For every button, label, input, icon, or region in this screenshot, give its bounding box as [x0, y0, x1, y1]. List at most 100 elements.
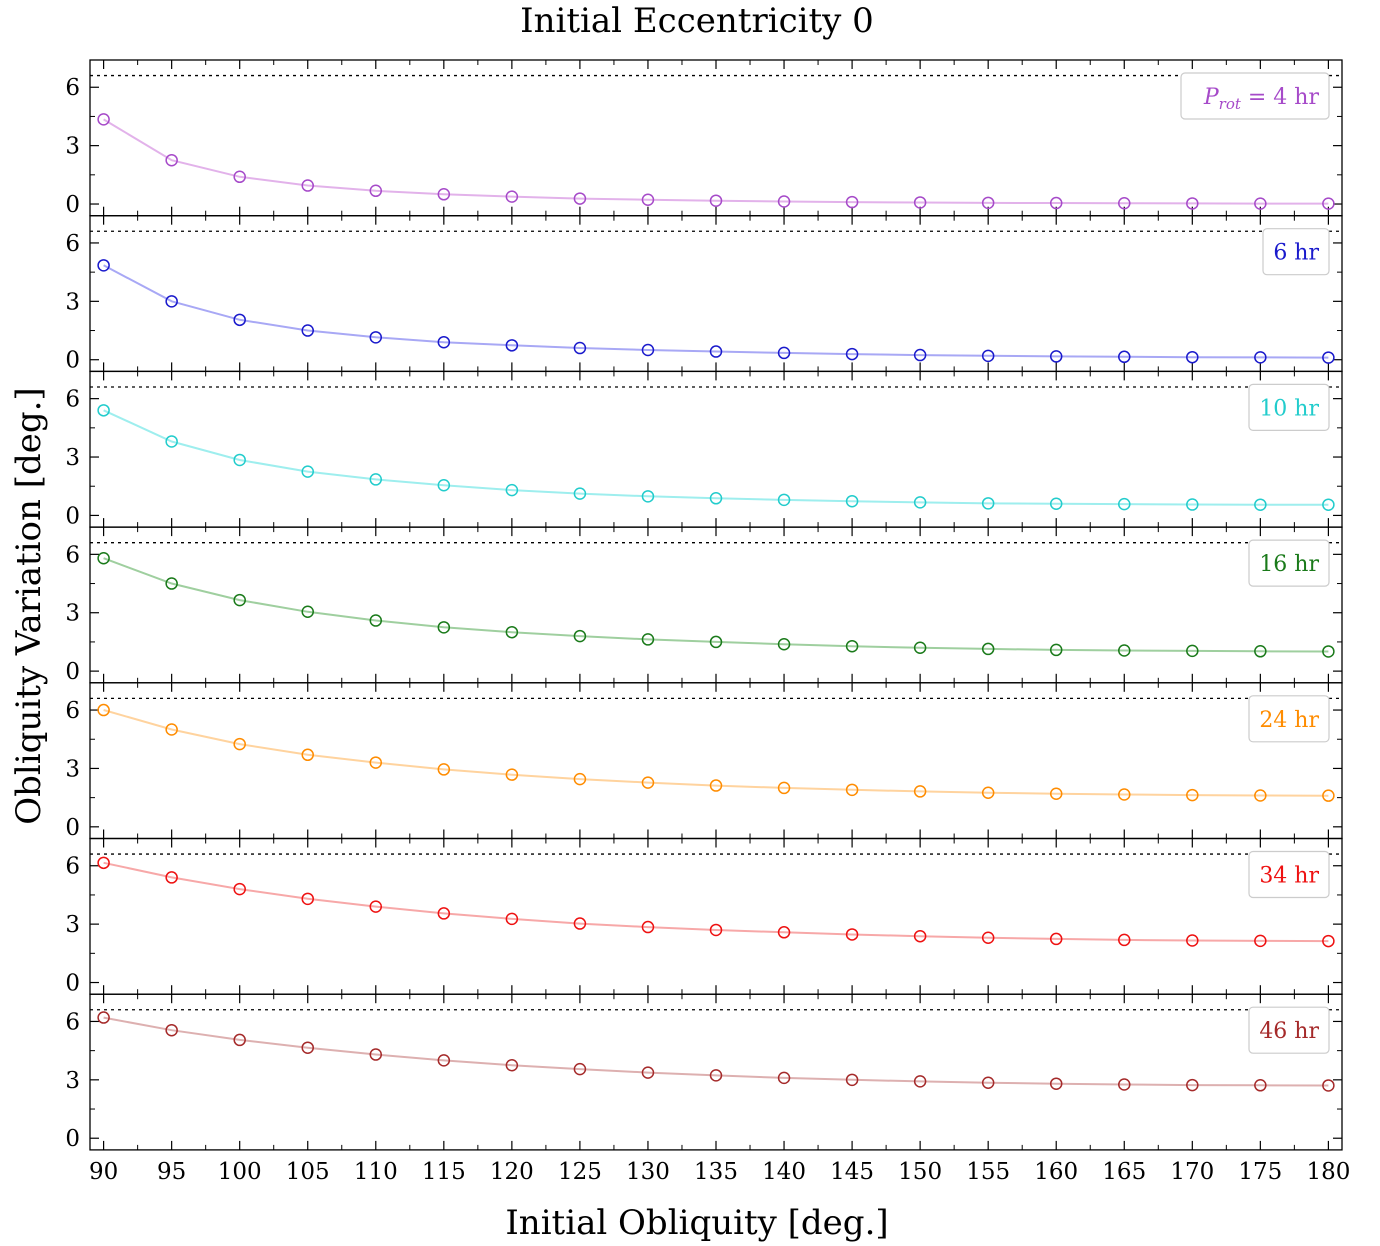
subplot-5: 0 3 6 24 hr	[65, 682, 1343, 841]
data-point	[913, 785, 927, 798]
data-point	[913, 1075, 927, 1088]
data-point	[573, 917, 587, 930]
y-tick-label: 0	[65, 348, 80, 374]
data-point	[437, 907, 451, 920]
data-point	[301, 892, 314, 906]
legend-box	[1248, 383, 1330, 431]
data-point	[845, 195, 859, 209]
data-point	[777, 781, 791, 795]
data-point	[301, 324, 314, 337]
series-line	[103, 118, 1329, 205]
data-point	[709, 1069, 723, 1082]
y-tick-label: 6	[65, 387, 80, 413]
series-line	[103, 264, 1329, 359]
data-point	[641, 343, 655, 357]
data-point	[505, 1058, 519, 1072]
data-point	[165, 153, 178, 167]
data-point	[369, 900, 383, 913]
data-point	[709, 492, 723, 505]
subplot-4: 0 3 6 16 hr	[65, 526, 1343, 685]
series-line	[103, 557, 1329, 653]
data-point	[1118, 497, 1131, 511]
data-point	[437, 621, 451, 634]
y-tick-label: 6	[65, 75, 80, 101]
data-point	[913, 641, 927, 655]
x-tick-label: 120	[490, 1159, 534, 1185]
x-tick-label: 115	[422, 1159, 466, 1185]
data-point	[709, 345, 723, 358]
series-line	[103, 409, 1329, 506]
data-point	[573, 1062, 587, 1076]
data-point	[233, 737, 246, 751]
data-point	[981, 786, 995, 800]
data-point	[1254, 498, 1267, 511]
data-point	[165, 577, 178, 590]
data-point	[1254, 789, 1267, 802]
data-point	[573, 341, 587, 355]
data-point	[1049, 497, 1063, 510]
data-point	[97, 551, 110, 565]
data-point	[369, 756, 383, 769]
data-point	[165, 435, 178, 448]
data-point	[437, 1054, 451, 1067]
data-point	[165, 295, 178, 308]
x-tick-label: 100	[218, 1159, 262, 1185]
data-point	[233, 1033, 246, 1047]
data-point	[505, 768, 519, 781]
data-point	[1254, 197, 1267, 210]
data-point	[1186, 788, 1199, 802]
y-tick-label: 0	[65, 192, 80, 218]
data-point	[1186, 197, 1199, 210]
data-point	[301, 465, 314, 478]
plot-frame	[89, 993, 1343, 1151]
data-point	[1049, 643, 1063, 657]
x-tick-label: 135	[694, 1159, 738, 1185]
data-point	[573, 192, 587, 205]
data-point	[845, 783, 859, 797]
data-point	[1322, 1079, 1335, 1092]
data-point	[505, 190, 519, 203]
y-tick-label: 6	[65, 698, 80, 724]
data-point	[1322, 645, 1335, 658]
data-point	[1186, 644, 1199, 658]
data-point	[1049, 350, 1063, 363]
data-point	[1254, 645, 1267, 658]
subplot-stack: 0 3 6 Prot = 4 hr 0 3 6 6 hr 0 3 6 10 hr 0 3 6 16 hr 0 3 6…	[65, 59, 1350, 1185]
legend-box	[1248, 850, 1330, 899]
x-tick-label: 160	[1034, 1159, 1078, 1185]
x-axis-title: Initial Obliquity [deg.]	[505, 1203, 888, 1243]
data-point	[97, 856, 110, 870]
y-tick-label: 6	[65, 542, 80, 568]
data-point	[1322, 498, 1335, 511]
data-point	[1322, 789, 1335, 802]
data-point	[1186, 350, 1199, 364]
legend-box	[1248, 539, 1330, 587]
data-point	[1118, 1078, 1131, 1091]
y-tick-label: 3	[65, 1068, 80, 1094]
y-tick-label: 6	[65, 1009, 80, 1035]
data-point	[845, 928, 859, 941]
data-point	[709, 923, 723, 937]
data-point	[1118, 788, 1131, 801]
plot-frame	[89, 526, 1343, 684]
data-point	[1186, 498, 1199, 511]
subplot-1: 0 3 6 Prot = 4 hr	[65, 59, 1343, 218]
data-point	[301, 179, 314, 192]
data-point	[981, 497, 995, 510]
data-point	[97, 259, 110, 272]
data-point	[777, 926, 791, 939]
y-tick-label: 3	[65, 134, 80, 160]
legend-label: 46 hr	[1259, 1019, 1319, 1044]
x-tick-label: 145	[830, 1159, 874, 1185]
data-point	[1118, 933, 1131, 947]
data-point	[233, 882, 246, 896]
data-point	[369, 331, 383, 344]
subplot-6: 0 3 6 34 hr	[65, 837, 1343, 997]
y-tick-label: 0	[65, 1126, 80, 1152]
data-point	[641, 193, 655, 206]
x-tick-label: 175	[1238, 1159, 1282, 1185]
data-point	[97, 113, 110, 126]
data-point	[981, 931, 995, 945]
data-point	[233, 313, 246, 327]
